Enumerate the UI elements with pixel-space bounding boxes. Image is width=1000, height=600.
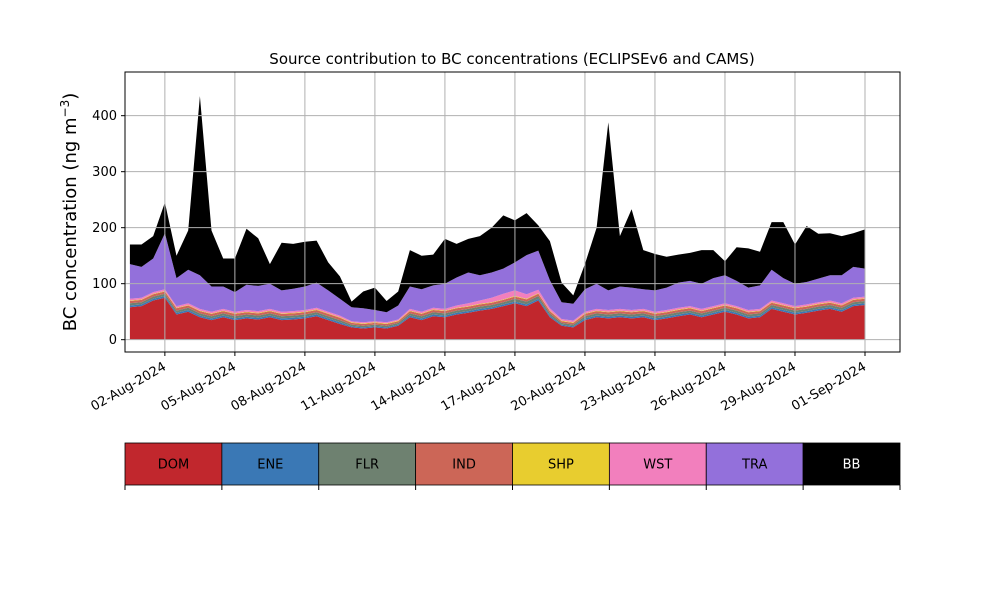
y-tick-label: 400 [92,109,117,124]
legend-label-flr: FLR [355,458,379,473]
x-tick-label: 01-Sep-2024 [789,359,869,414]
x-tick-label: 08-Aug-2024 [229,359,309,414]
legend-swatch-tra [705,442,804,486]
legend-label-ind: IND [452,458,476,473]
legend-swatch-ind [415,442,513,486]
color-legend: DOM ENE FLR IND SHP WST TRA BB [124,442,901,490]
x-tick-label: 05-Aug-2024 [159,359,239,414]
x-tick-label: 14-Aug-2024 [369,359,449,414]
chart-title: Source contribution to BC concentrations… [269,50,754,68]
legend-label-dom: DOM [158,458,189,473]
area-dom [129,297,865,340]
legend-label-shp: SHP [548,458,574,473]
area-ene [129,296,865,329]
legend-swatch-bb [802,442,901,486]
legend-swatch-dom [124,442,223,486]
area-ind [129,291,865,326]
x-tick-label: 29-Aug-2024 [719,359,799,414]
area-flr [129,293,865,328]
x-tick-label: 20-Aug-2024 [509,359,589,414]
area-wst [129,289,865,324]
legend-swatch-shp [512,442,610,486]
y-tick-label: 0 [109,333,117,348]
y-axis-label-close: ) [60,93,81,100]
y-tick-label: 100 [92,277,117,292]
plot-frame [124,71,901,353]
x-tick-label: 17-Aug-2024 [439,359,519,414]
plot-area [124,71,901,353]
x-tick-label: 26-Aug-2024 [649,359,729,414]
x-tick-label: 02-Aug-2024 [89,359,169,414]
y-axis: 0 100 200 300 400 [92,109,125,348]
x-tick-label: 23-Aug-2024 [579,359,659,414]
y-axis-label: BC concentration (ng m−3) [58,93,81,332]
legend-label-bb: BB [843,458,861,473]
y-axis-label-exponent: −3 [58,100,72,118]
y-tick-label: 200 [92,221,117,236]
legend-swatch-flr [318,442,417,486]
legend-swatch-wst [608,442,707,486]
y-tick-label: 300 [92,165,117,180]
area-tra [129,233,865,323]
legend-label-ene: ENE [257,458,283,473]
y-axis-label-main: BC concentration (ng m [60,117,81,331]
x-tick-label: 11-Aug-2024 [299,359,379,414]
legend-swatch-ene [221,442,320,486]
x-axis: 02-Aug-202405-Aug-202408-Aug-202411-Aug-… [89,352,869,415]
legend-label-wst: WST [643,458,672,473]
legend-label-tra: TRA [741,458,767,473]
area-bb [129,96,865,313]
